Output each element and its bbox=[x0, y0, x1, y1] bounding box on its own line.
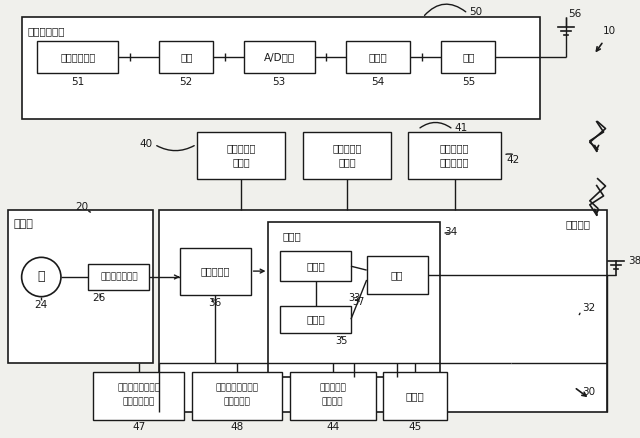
Text: 45: 45 bbox=[409, 422, 422, 432]
Text: ＲＦ: ＲＦ bbox=[391, 270, 403, 280]
Bar bbox=[280, 305, 351, 333]
Bar bbox=[37, 41, 118, 73]
Text: 52: 52 bbox=[180, 78, 193, 87]
Text: ＣＰＵ: ＣＰＵ bbox=[369, 52, 387, 62]
Text: （プラス）: （プラス） bbox=[223, 397, 250, 406]
Text: 36: 36 bbox=[209, 297, 222, 307]
Bar bbox=[22, 18, 540, 119]
Text: 測定トルク: 測定トルク bbox=[332, 143, 362, 153]
Text: 制御手段: 制御手段 bbox=[565, 219, 590, 229]
Bar bbox=[8, 210, 154, 363]
Bar bbox=[280, 251, 351, 281]
Bar bbox=[290, 372, 376, 420]
Bar bbox=[367, 256, 428, 294]
Text: 34: 34 bbox=[444, 227, 458, 237]
Text: 35: 35 bbox=[335, 336, 348, 346]
Text: Ｍ: Ｍ bbox=[38, 271, 45, 283]
Text: 33: 33 bbox=[349, 293, 361, 303]
Text: スイッチ: スイッチ bbox=[322, 397, 344, 406]
Text: メモリ: メモリ bbox=[306, 314, 325, 324]
Text: サブ表示部: サブ表示部 bbox=[440, 157, 469, 167]
Bar bbox=[268, 222, 440, 377]
Text: 51: 51 bbox=[71, 78, 84, 87]
Text: 40: 40 bbox=[140, 139, 152, 149]
Bar bbox=[442, 41, 495, 73]
Text: 24: 24 bbox=[35, 300, 48, 310]
Text: 表示部: 表示部 bbox=[232, 157, 250, 167]
Bar bbox=[303, 131, 391, 179]
Text: 設定トルク: 設定トルク bbox=[226, 143, 255, 153]
Bar bbox=[196, 131, 285, 179]
Text: 32: 32 bbox=[582, 304, 595, 314]
Bar bbox=[346, 41, 410, 73]
Bar bbox=[383, 372, 447, 420]
Bar bbox=[159, 210, 607, 412]
Text: 表示部: 表示部 bbox=[338, 157, 356, 167]
Text: ＲＦ: ＲＦ bbox=[462, 52, 475, 62]
Text: 47: 47 bbox=[132, 422, 145, 432]
Text: 制御部: 制御部 bbox=[282, 231, 301, 241]
Text: トルク検出器: トルク検出器 bbox=[28, 26, 65, 36]
Text: A/D変換: A/D変換 bbox=[264, 52, 295, 62]
Text: トリガスイッチ: トリガスイッチ bbox=[100, 272, 138, 282]
Text: 48: 48 bbox=[230, 422, 244, 432]
Text: 30: 30 bbox=[582, 387, 595, 397]
Text: 54: 54 bbox=[371, 78, 385, 87]
Text: 設定トルク: 設定トルク bbox=[440, 143, 469, 153]
Text: 41: 41 bbox=[454, 123, 467, 133]
Text: 50: 50 bbox=[469, 7, 482, 17]
Text: 53: 53 bbox=[273, 78, 286, 87]
Text: 38: 38 bbox=[628, 256, 640, 266]
Text: 55: 55 bbox=[462, 78, 475, 87]
Text: ＬＥＤ: ＬＥＤ bbox=[406, 391, 425, 401]
Bar bbox=[180, 247, 251, 295]
Text: トルク設定ボタン: トルク設定ボタン bbox=[216, 384, 259, 392]
Text: 37: 37 bbox=[353, 297, 365, 307]
Text: モータ駆動: モータ駆動 bbox=[200, 266, 230, 276]
Text: ＣＰＵ: ＣＰＵ bbox=[306, 261, 325, 271]
Text: 26: 26 bbox=[92, 293, 106, 303]
Text: （マイナス）: （マイナス） bbox=[122, 397, 155, 406]
Text: モード切替: モード切替 bbox=[319, 384, 346, 392]
Text: トルクセンサ: トルクセンサ bbox=[60, 52, 95, 62]
Text: 42: 42 bbox=[506, 155, 520, 165]
Text: 増幅: 増幅 bbox=[180, 52, 193, 62]
Text: トルク設定ボタン: トルク設定ボタン bbox=[117, 384, 160, 392]
Bar bbox=[159, 41, 213, 73]
Bar bbox=[244, 41, 315, 73]
Bar bbox=[88, 264, 149, 290]
Text: 締緩機: 締緩機 bbox=[14, 219, 34, 229]
Bar bbox=[408, 131, 501, 179]
Text: 44: 44 bbox=[326, 422, 339, 432]
Bar bbox=[192, 372, 282, 420]
Bar bbox=[93, 372, 184, 420]
Text: 20: 20 bbox=[76, 202, 88, 212]
Text: 56: 56 bbox=[568, 9, 581, 18]
Text: 10: 10 bbox=[603, 26, 616, 36]
